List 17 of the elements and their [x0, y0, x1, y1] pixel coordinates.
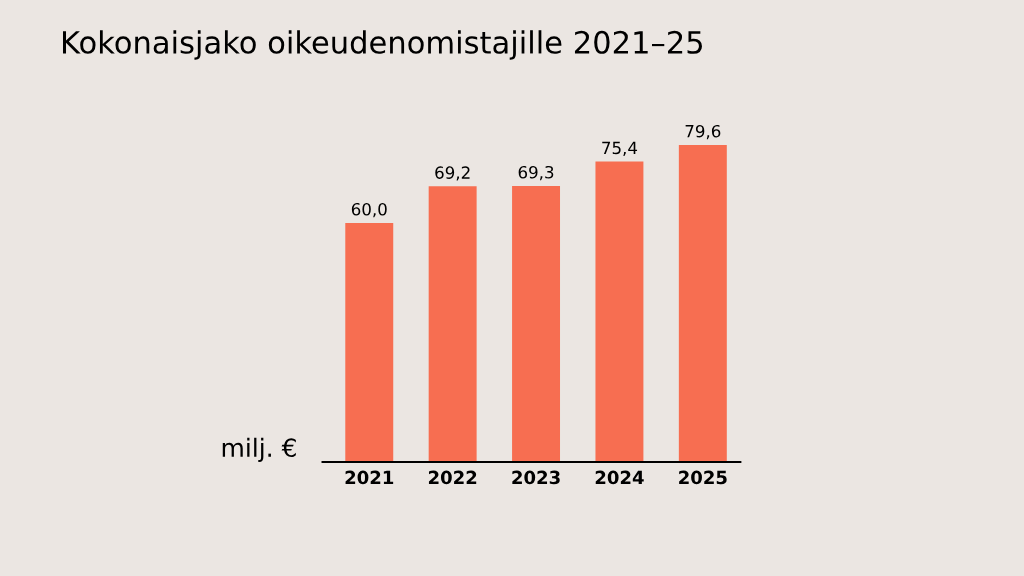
bar	[512, 185, 561, 462]
chart-title: Kokonaisjako oikeudenomistajille 2021–25	[63, 30, 702, 60]
bar	[345, 222, 394, 462]
x-tick-label: 2022	[428, 470, 477, 485]
x-tick-label: 2023	[512, 470, 560, 485]
data-label: 75,4	[602, 141, 638, 156]
data-label: 69,2	[435, 166, 470, 181]
bar	[595, 161, 644, 462]
data-label: 60,0	[351, 202, 387, 218]
x-tick-label: 2025	[679, 470, 727, 485]
data-label: 79,6	[685, 124, 721, 140]
bar	[428, 186, 477, 462]
bar	[678, 144, 727, 462]
x-tick-label: 2024	[595, 470, 644, 485]
x-tick-label: 2021	[345, 470, 394, 485]
y-axis-title: milj. €	[222, 437, 296, 462]
data-label: 69,3	[518, 165, 554, 181]
